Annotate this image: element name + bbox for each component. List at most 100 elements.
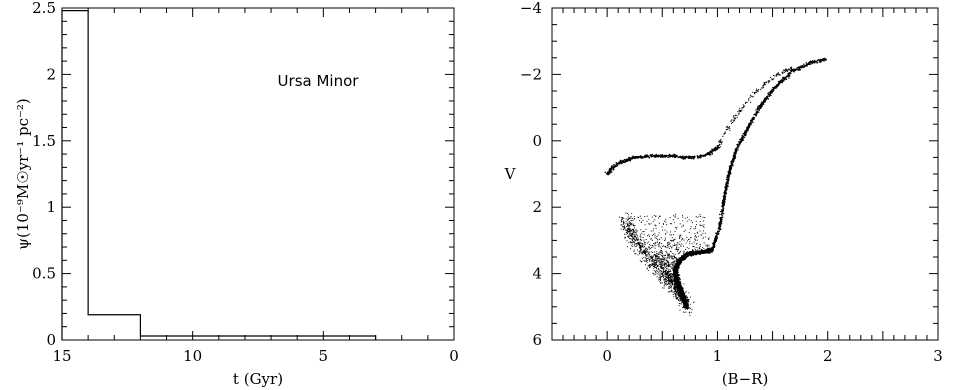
cmd-point (665, 154, 667, 156)
cmd-point (676, 273, 678, 275)
cmd-point (622, 223, 624, 225)
cmd-point (716, 236, 719, 238)
cmd-point (672, 245, 674, 247)
cmd-point (677, 249, 680, 251)
cmd-point (651, 216, 653, 218)
cmd-point (721, 140, 723, 142)
cmd-point (669, 280, 671, 282)
cmd-point (695, 227, 697, 229)
cmd-point (658, 263, 660, 265)
cmd-point (644, 224, 646, 226)
cmd-point (734, 114, 736, 116)
cmd-point (657, 269, 659, 271)
cmd-point (792, 68, 795, 71)
cmd-point (701, 252, 703, 255)
cmd-point (775, 74, 777, 76)
cmd-point (660, 282, 662, 284)
cmd-point (629, 222, 632, 224)
cmd-point (724, 132, 726, 134)
cmd-point (742, 106, 745, 108)
cmd-point (674, 293, 676, 295)
cmd-point (681, 238, 683, 240)
cmd-point (663, 279, 665, 281)
cmd-point (675, 243, 677, 245)
cmd-point (660, 247, 662, 249)
cmd-point (626, 228, 629, 230)
cmd-point (673, 292, 675, 294)
cmd-point (674, 263, 676, 265)
cmd-point (651, 155, 653, 158)
cmd-point (648, 241, 650, 243)
cmd-point (661, 259, 663, 261)
cmd-point (722, 207, 725, 210)
cmd-point (650, 238, 652, 240)
cmd-point (673, 266, 675, 269)
cmd-point (749, 121, 752, 123)
cmd-point (719, 221, 722, 224)
cmd-point (656, 255, 658, 258)
cmd-point (772, 78, 774, 80)
cmd-point (685, 299, 687, 301)
cmd-point (676, 250, 679, 252)
cmd-point (677, 274, 679, 276)
cmd-point (666, 279, 668, 281)
cmd-point (682, 155, 684, 157)
cmd-point (728, 176, 730, 178)
cmd-point (680, 236, 682, 238)
cmd-point (669, 217, 671, 219)
cmd-point (721, 219, 723, 221)
cmd-point (729, 166, 732, 168)
cmd-point (633, 233, 635, 235)
cmd-point (656, 255, 658, 257)
cmd-point (681, 156, 683, 159)
cmd-point (663, 255, 665, 257)
cmd-point (638, 246, 641, 248)
cmd-point (685, 297, 687, 299)
cmd-point (633, 241, 635, 243)
cmd-point (643, 233, 645, 235)
cmd-point (751, 95, 753, 97)
cmd-point (741, 109, 743, 111)
cmd-point (721, 204, 724, 207)
cmd-point (634, 242, 636, 245)
cmd-point (662, 222, 664, 224)
cmd-point (767, 98, 769, 100)
cmd-point (639, 235, 641, 237)
cmd-point (674, 267, 677, 269)
cmd-point (634, 156, 636, 158)
cmd-point (664, 275, 666, 277)
cmd-point (664, 254, 667, 256)
cmd-point (686, 296, 689, 298)
cmd-point (672, 293, 674, 296)
cmd-point (767, 80, 769, 82)
cmd-point (662, 274, 664, 276)
cmd-point (677, 253, 679, 255)
cmd-point (670, 277, 672, 279)
right-y-tick-label: 6 (532, 331, 542, 349)
cmd-point (798, 69, 800, 71)
cmd-point (653, 254, 655, 256)
cmd-point (659, 272, 661, 274)
cmd-point (633, 218, 635, 220)
cmd-point (675, 285, 677, 287)
cmd-point (700, 248, 702, 250)
cmd-point (655, 237, 657, 240)
cmd-point (652, 267, 654, 269)
cmd-point (654, 155, 656, 157)
cmd-point (732, 159, 734, 161)
cmd-point (654, 237, 656, 239)
cmd-point (673, 281, 676, 283)
cmd-point (651, 234, 653, 236)
cmd-point (659, 259, 662, 261)
cmd-point (682, 290, 685, 292)
cmd-point (654, 233, 656, 235)
cmd-point (722, 135, 724, 137)
cmd-point (730, 120, 732, 122)
cmd-point (728, 167, 731, 169)
cmd-point (654, 259, 656, 262)
cmd-point (702, 225, 704, 228)
cmd-point (673, 221, 675, 223)
cmd-point (665, 218, 667, 220)
cmd-point (755, 112, 757, 115)
cmd-point (716, 231, 719, 233)
